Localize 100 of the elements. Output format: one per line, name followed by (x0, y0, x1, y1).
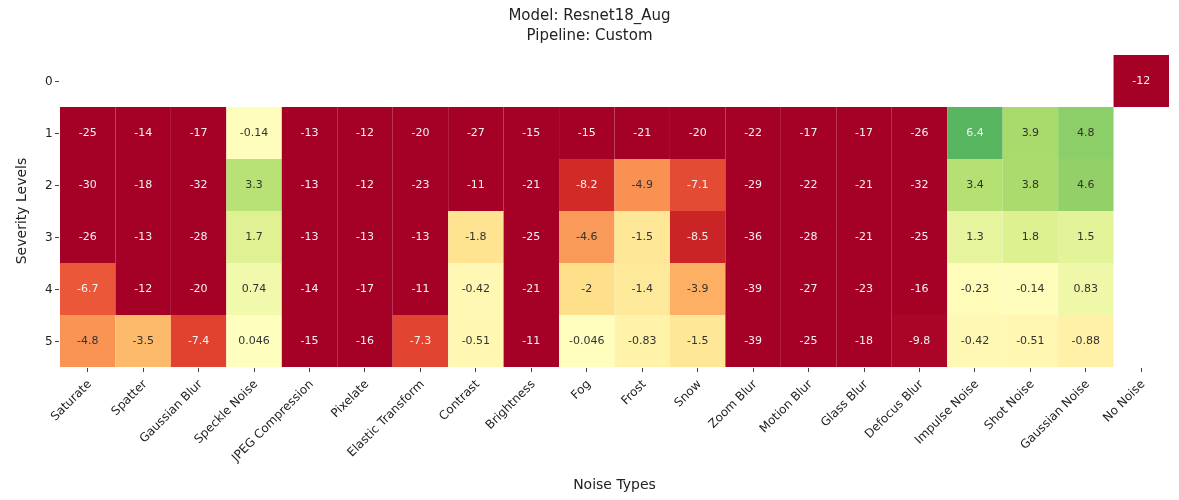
y-tick-label: 3 (44, 230, 53, 245)
data-label: -23 (411, 177, 430, 191)
data-label: -15 (522, 125, 541, 139)
data-label: -1.5 (631, 229, 653, 243)
data-label: -21 (855, 177, 874, 191)
data-label: -13 (300, 177, 319, 191)
data-label: -21 (633, 125, 652, 139)
data-label: 4.6 (1077, 177, 1095, 191)
data-label: -1.5 (686, 333, 709, 347)
data-label: -0.42 (461, 281, 491, 295)
data-label: -13 (356, 229, 374, 243)
data-label: -17 (855, 125, 874, 139)
data-label: -11 (522, 333, 541, 347)
data-label: -17 (799, 125, 818, 139)
data-label: -4.6 (576, 229, 598, 243)
data-label: 3.8 (1021, 177, 1040, 191)
data-label: -8.2 (576, 177, 598, 191)
data-label: -25 (910, 229, 929, 243)
data-label: -21 (522, 177, 541, 191)
data-label: -12 (134, 281, 153, 295)
data-label: -0.23 (960, 281, 990, 295)
data-label: -23 (855, 281, 874, 295)
data-label: -20 (411, 125, 430, 139)
data-label: -13 (411, 229, 430, 243)
data-label: 3.9 (1021, 125, 1040, 139)
data-label: -22 (799, 177, 818, 191)
data-label: -14 (134, 125, 153, 139)
data-label: -25 (799, 333, 818, 347)
chart-title: Model: Resnet18_Aug Pipeline: Custom (508, 6, 671, 44)
data-label: -29 (744, 177, 763, 191)
data-label: -0.88 (1071, 333, 1101, 347)
data-label: -12 (356, 177, 374, 191)
data-label: -39 (744, 281, 763, 295)
data-label: -28 (799, 229, 818, 243)
y-tick-label: 2 (44, 178, 53, 193)
data-label: 0.046 (238, 333, 270, 347)
data-label: -28 (189, 229, 208, 243)
data-label: -22 (744, 125, 763, 139)
data-label: -16 (910, 281, 929, 295)
data-label: -12 (356, 125, 374, 139)
x-tick-label: Fog (568, 376, 594, 402)
data-label: -21 (855, 229, 874, 243)
data-label: -18 (134, 177, 153, 191)
data-label: -36 (744, 229, 763, 243)
data-label: -20 (688, 125, 707, 139)
data-label: -11 (411, 281, 430, 295)
data-label: -7.4 (187, 333, 210, 347)
data-label: -9.8 (908, 333, 931, 347)
data-label: -11 (466, 177, 485, 191)
data-label: -0.14 (1016, 281, 1045, 295)
data-label: -26 (78, 229, 97, 243)
y-tick-label: 4 (44, 282, 53, 297)
data-label: -15 (300, 333, 319, 347)
data-label: -7.3 (409, 333, 432, 347)
y-axis-title: Severity Levels (12, 157, 29, 265)
data-label: -27 (799, 281, 818, 295)
data-label: -32 (189, 177, 208, 191)
data-label: -39 (744, 333, 763, 347)
data-label: -25 (78, 125, 97, 139)
data-label: -14 (300, 281, 319, 295)
y-tick-label: 0 (44, 74, 53, 89)
data-label: -12 (1132, 73, 1151, 87)
y-tick-label: 5 (44, 334, 53, 349)
data-label: -1.8 (465, 229, 487, 243)
data-label: -30 (78, 177, 97, 191)
data-label: 3.3 (245, 177, 263, 191)
data-label: 3.4 (966, 177, 984, 191)
data-label: -3.5 (132, 333, 154, 347)
data-label: -13 (134, 229, 153, 243)
data-label: -17 (189, 125, 208, 139)
data-label: -7.1 (686, 177, 709, 191)
data-label: 1.3 (966, 229, 984, 243)
x-axis-title: Noise Types (573, 476, 656, 493)
data-label: 1.8 (1021, 229, 1040, 243)
data-label: -26 (910, 125, 929, 139)
data-label: 1.5 (1077, 229, 1095, 243)
y-tick-label: 1 (44, 126, 53, 141)
data-label: -18 (855, 333, 874, 347)
data-label: -0.51 (461, 333, 491, 347)
data-label: -1.4 (631, 281, 653, 295)
data-label: -6.7 (77, 281, 99, 295)
data-label: -16 (356, 333, 374, 347)
data-label: -17 (356, 281, 374, 295)
data-label: -13 (300, 229, 319, 243)
data-label: -0.42 (960, 333, 990, 347)
data-label: -0.046 (569, 333, 605, 347)
data-label: -25 (522, 229, 541, 243)
data-label: 1.7 (245, 229, 263, 243)
data-label: -0.51 (1016, 333, 1045, 347)
data-label: 0.74 (241, 281, 267, 295)
data-label: -20 (189, 281, 208, 295)
data-label: -4.8 (77, 333, 99, 347)
data-label: -0.14 (239, 125, 269, 139)
data-label: -32 (910, 177, 929, 191)
data-label: -8.5 (686, 229, 709, 243)
data-label: -15 (577, 125, 596, 139)
data-label: -2 (581, 281, 593, 295)
data-label: -4.9 (631, 177, 653, 191)
data-label: -0.83 (628, 333, 657, 347)
data-label: -13 (300, 125, 319, 139)
